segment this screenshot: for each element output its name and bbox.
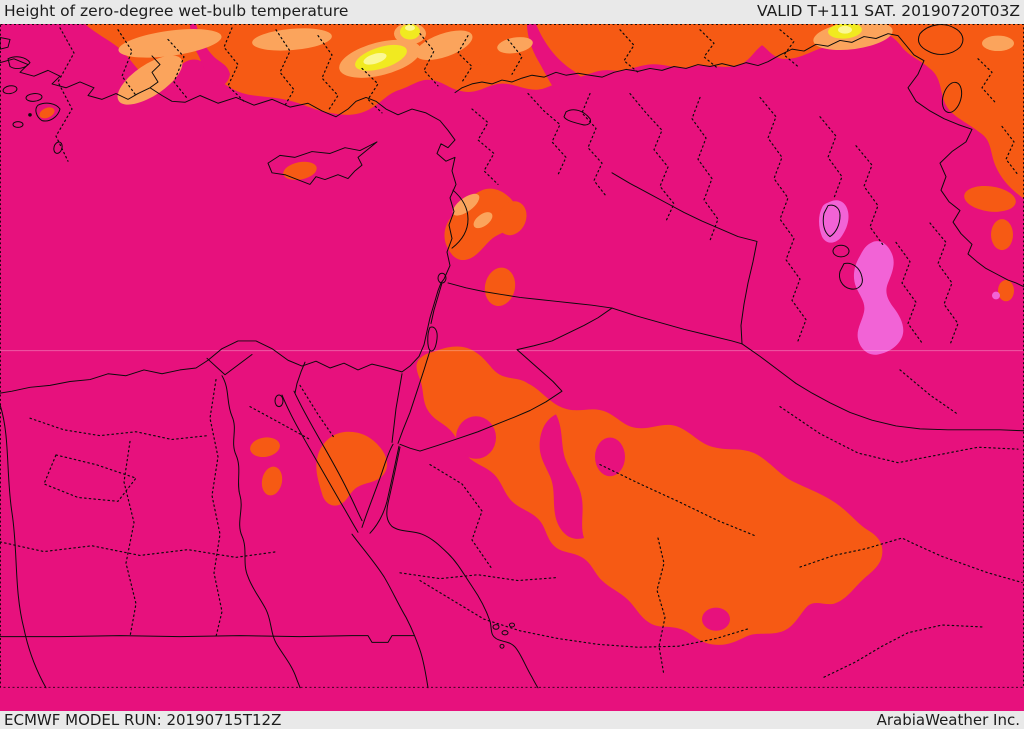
- red-sea-african-coast: [351, 533, 429, 689]
- sinai-orange-blob: [316, 431, 388, 506]
- egypt-sudan-border: [0, 635, 415, 643]
- map-frame: [0, 24, 1024, 688]
- map-area: [0, 24, 1024, 711]
- rhodes-orange-spot: [39, 107, 55, 119]
- gulf-of-suez-coast: [281, 390, 363, 533]
- turkey-syria-iraq-iran-border: [454, 33, 1024, 288]
- base-magenta-band: [0, 24, 1024, 688]
- lake-habbaniyah: [832, 244, 850, 258]
- israel-egypt-border: [391, 373, 403, 443]
- red-sea-arabian-coast: [386, 446, 539, 689]
- orange-band-north: [85, 24, 1024, 199]
- wadi-araba-border: [397, 350, 431, 444]
- lake-assad: [563, 109, 591, 126]
- magenta-notch-center: [527, 24, 589, 108]
- map-title: Height of zero-degree wet-bulb temperatu…: [4, 2, 349, 21]
- footer-bar: ECMWF MODEL RUN: 20190715T12Z ArabiaWeat…: [0, 711, 1024, 729]
- yellow-maxima-spots: [355, 24, 862, 71]
- orange-areas-south: [39, 28, 1016, 645]
- iraq-saudi-border: [741, 343, 1024, 432]
- aegean-islands: [0, 37, 61, 122]
- admin-boundaries-dotted: [0, 27, 1023, 678]
- egypt-libya-border: [0, 404, 47, 689]
- saudi-jordan-orange-mass: [416, 346, 883, 645]
- syria-jordan-border: [447, 282, 613, 309]
- title-bar: Height of zero-degree wet-bulb temperatu…: [0, 0, 1024, 24]
- lake-tharthar: [822, 204, 841, 238]
- gulf-of-aqaba-coast: [361, 443, 400, 534]
- jordan-saudi-border: [399, 307, 613, 452]
- syria-iraq-border: [611, 172, 758, 345]
- magenta-channel: [539, 414, 584, 539]
- dead-sea: [427, 326, 438, 352]
- lake-urmia: [941, 81, 963, 114]
- lake-van: [917, 24, 964, 55]
- cyprus-outline: [267, 141, 378, 185]
- lake-razzaza: [839, 262, 863, 290]
- suez-canal: [294, 361, 306, 394]
- lebanon-syria-border: [451, 189, 469, 249]
- credit-label: ArabiaWeather Inc.: [876, 710, 1020, 729]
- mediterranean-coastline: [0, 55, 457, 394]
- bitter-lake: [274, 394, 284, 408]
- suwayda-orange-blob: [484, 267, 516, 307]
- jordan-river-line: [430, 282, 443, 325]
- valid-time-label: VALID T+111 SAT. 20190720T03Z: [757, 2, 1020, 21]
- coastlines-and-borders: [0, 24, 1024, 689]
- cyprus-orange-spot: [283, 161, 317, 181]
- sea-of-galilee: [437, 272, 447, 284]
- weather-map-image: [0, 24, 1024, 689]
- nile-river: [206, 353, 301, 689]
- model-run-label: ECMWF MODEL RUN: 20190715T12Z: [4, 710, 282, 729]
- jordan-iraq-border: [611, 307, 743, 345]
